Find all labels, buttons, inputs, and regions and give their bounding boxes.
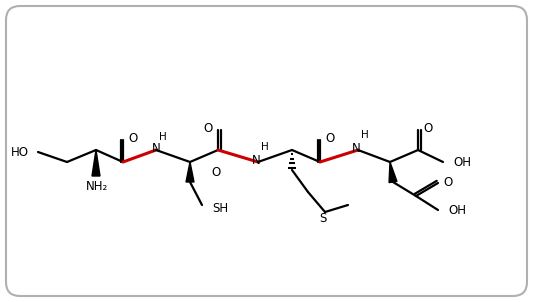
Polygon shape xyxy=(92,150,100,176)
Text: N: N xyxy=(352,143,360,156)
Text: O: O xyxy=(423,123,432,136)
Text: O: O xyxy=(128,133,138,146)
FancyBboxPatch shape xyxy=(6,6,527,296)
Text: O: O xyxy=(443,176,452,189)
Text: N: N xyxy=(151,143,160,156)
Text: SH: SH xyxy=(212,201,228,214)
Text: H: H xyxy=(361,130,369,140)
Text: O: O xyxy=(325,133,334,146)
Text: HO: HO xyxy=(11,146,29,159)
Polygon shape xyxy=(389,162,397,183)
Text: O: O xyxy=(212,165,221,178)
Text: OH: OH xyxy=(448,204,466,217)
Text: S: S xyxy=(319,211,327,224)
Text: N: N xyxy=(252,155,261,168)
Text: H: H xyxy=(159,132,167,142)
Text: NH₂: NH₂ xyxy=(86,181,108,194)
Polygon shape xyxy=(186,162,194,182)
Text: O: O xyxy=(204,123,213,136)
Text: OH: OH xyxy=(453,156,471,169)
Text: H: H xyxy=(261,142,269,152)
